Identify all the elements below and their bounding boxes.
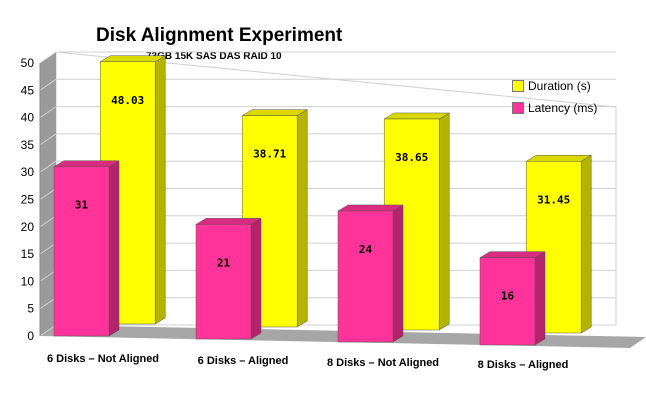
- bar-side: [438, 112, 450, 331]
- gridline-side: [39, 106, 57, 119]
- legend-label-duration: Duration (s): [528, 79, 591, 93]
- x-tick-label: 8 Disks – Not Aligned: [327, 357, 439, 369]
- bar-front: [195, 224, 252, 340]
- gridline-side: [39, 297, 57, 310]
- bar-top: [337, 204, 404, 212]
- y-tick-label: 20: [21, 220, 35, 234]
- legend: Duration (s) Latency (ms): [512, 75, 612, 119]
- bar-top: [53, 160, 120, 167]
- y-tick-label: 5: [27, 302, 34, 316]
- gridline-side: [39, 78, 57, 91]
- data-label: 21: [217, 256, 231, 269]
- y-tick-label: 10: [21, 274, 35, 288]
- bar-top: [99, 55, 167, 63]
- bar-side: [250, 217, 262, 340]
- bar-side: [154, 55, 166, 325]
- data-label: 24: [359, 243, 373, 256]
- bar-top: [479, 251, 546, 258]
- gridline-side: [39, 51, 57, 64]
- bar-latency: [195, 217, 262, 340]
- y-tick-label: 50: [21, 56, 35, 70]
- legend-swatch-latency: [512, 102, 524, 114]
- gridline-side: [39, 242, 57, 255]
- bar-top: [525, 155, 593, 162]
- gridline-side: [39, 160, 57, 173]
- y-tick-label: 25: [21, 193, 35, 207]
- bar-latency: [337, 204, 404, 343]
- gridline-side: [39, 324, 57, 337]
- y-tick-label: 40: [21, 111, 35, 125]
- x-tick-label: 8 Disks – Aligned: [478, 359, 569, 371]
- bar-side: [392, 204, 404, 343]
- data-label: 48.03: [111, 94, 144, 107]
- x-tick-label: 6 Disks – Aligned: [198, 355, 289, 367]
- bar-top: [383, 112, 451, 120]
- data-label: 38.65: [395, 151, 428, 164]
- legend-item-duration: Duration (s): [512, 75, 612, 97]
- bar-side: [108, 160, 120, 337]
- data-label: 16: [501, 290, 515, 303]
- bar-top: [195, 218, 262, 225]
- gridline-side: [39, 215, 57, 228]
- bar-side: [534, 251, 546, 346]
- legend-swatch-duration: [512, 80, 524, 92]
- y-tick-label: 35: [21, 138, 35, 152]
- gridline-side: [39, 133, 57, 146]
- bar-latency: [479, 251, 546, 346]
- bar-front: [53, 166, 110, 337]
- x-tick-label: 6 Disks – Not Aligned: [47, 353, 159, 365]
- bar-top: [241, 109, 309, 116]
- y-tick-label: 45: [21, 83, 35, 97]
- y-tick-label: 15: [21, 247, 35, 261]
- chart-subtitle: 73GB 15K SAS DAS RAID 10: [146, 51, 282, 62]
- bar-front: [479, 257, 536, 346]
- y-tick-label: 30: [21, 165, 35, 179]
- bar-side: [296, 109, 308, 328]
- gridline-side: [39, 188, 57, 200]
- data-label: 38.71: [253, 148, 286, 161]
- legend-item-latency: Latency (ms): [512, 97, 612, 119]
- bar-front: [337, 210, 394, 343]
- bar-side: [580, 154, 592, 334]
- chart-title: Disk Alignment Experiment: [96, 25, 343, 46]
- legend-label-latency: Latency (ms): [528, 101, 598, 115]
- bar-latency: [53, 160, 120, 337]
- y-tick-label: 0: [27, 329, 34, 343]
- data-label: 31: [75, 199, 89, 212]
- gridline-side: [39, 269, 57, 282]
- data-label: 31.45: [537, 193, 570, 206]
